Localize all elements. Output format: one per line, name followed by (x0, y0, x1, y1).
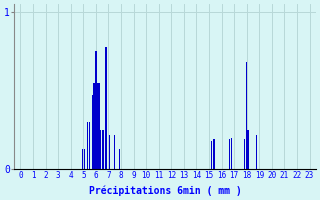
Bar (92, 95, 93, 169)
Bar (102, 130, 103, 169)
Bar (95, 51, 96, 169)
Bar (211, 141, 212, 169)
Bar (247, 130, 249, 169)
Bar (213, 139, 215, 169)
Bar (105, 47, 107, 169)
Bar (96, 51, 97, 169)
Bar (92, 95, 93, 169)
Bar (89, 122, 90, 169)
Bar (82, 149, 83, 169)
Bar (99, 83, 100, 169)
Bar (97, 83, 98, 169)
Bar (246, 62, 247, 169)
Bar (84, 149, 85, 169)
Bar (100, 130, 101, 169)
X-axis label: Précipitations 6min ( mm ): Précipitations 6min ( mm ) (89, 185, 241, 196)
Bar (98, 83, 99, 169)
Bar (256, 135, 257, 169)
Bar (106, 47, 107, 169)
Bar (86, 122, 88, 169)
Bar (94, 83, 95, 169)
Bar (114, 135, 115, 169)
Bar (109, 135, 110, 169)
Bar (231, 138, 232, 169)
Bar (244, 139, 245, 169)
Bar (119, 149, 120, 169)
Bar (93, 83, 95, 169)
Bar (103, 130, 104, 169)
Bar (228, 139, 230, 169)
